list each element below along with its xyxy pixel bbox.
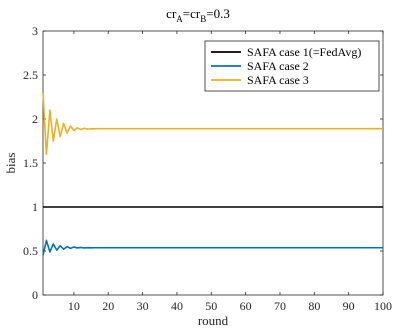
svg-text:crA=crB=0.3: crA=crB=0.3 (166, 6, 230, 24)
legend-label: SAFA case 3 (247, 73, 309, 87)
chart-title: crA=crB=0.3 (166, 6, 230, 24)
x-tick-label: 20 (102, 299, 114, 313)
x-tick-label: 80 (308, 299, 320, 313)
x-tick-label: 90 (343, 299, 355, 313)
y-tick-label: 2 (32, 112, 38, 126)
series-line-3 (42, 92, 383, 155)
x-tick-label: 30 (137, 299, 149, 313)
series-line-2 (42, 239, 383, 256)
x-tick-label: 40 (171, 299, 183, 313)
x-axis-ticks: 10 20 30 40 50 60 70 80 90 100 (68, 31, 392, 313)
y-axis-ticks: 0 0.5 1 1.5 2 2.5 3 (23, 24, 383, 302)
x-tick-label: 100 (374, 299, 392, 313)
x-axis-label: round (198, 313, 229, 328)
y-tick-label: 2.5 (23, 68, 38, 82)
x-tick-label: 50 (205, 299, 217, 313)
series-lines (42, 92, 383, 256)
x-tick-label: 70 (274, 299, 286, 313)
legend-label: SAFA case 2 (247, 59, 309, 73)
x-tick-label: 60 (240, 299, 252, 313)
x-tick-label: 10 (68, 299, 80, 313)
y-axis-label: bias (3, 153, 18, 174)
y-tick-label: 1.5 (23, 156, 38, 170)
y-tick-label: 1 (32, 200, 38, 214)
legend-label: SAFA case 1(=FedAvg) (247, 45, 361, 59)
y-tick-label: 0.5 (23, 244, 38, 258)
y-tick-label: 0 (32, 288, 38, 302)
y-tick-label: 3 (32, 24, 38, 38)
